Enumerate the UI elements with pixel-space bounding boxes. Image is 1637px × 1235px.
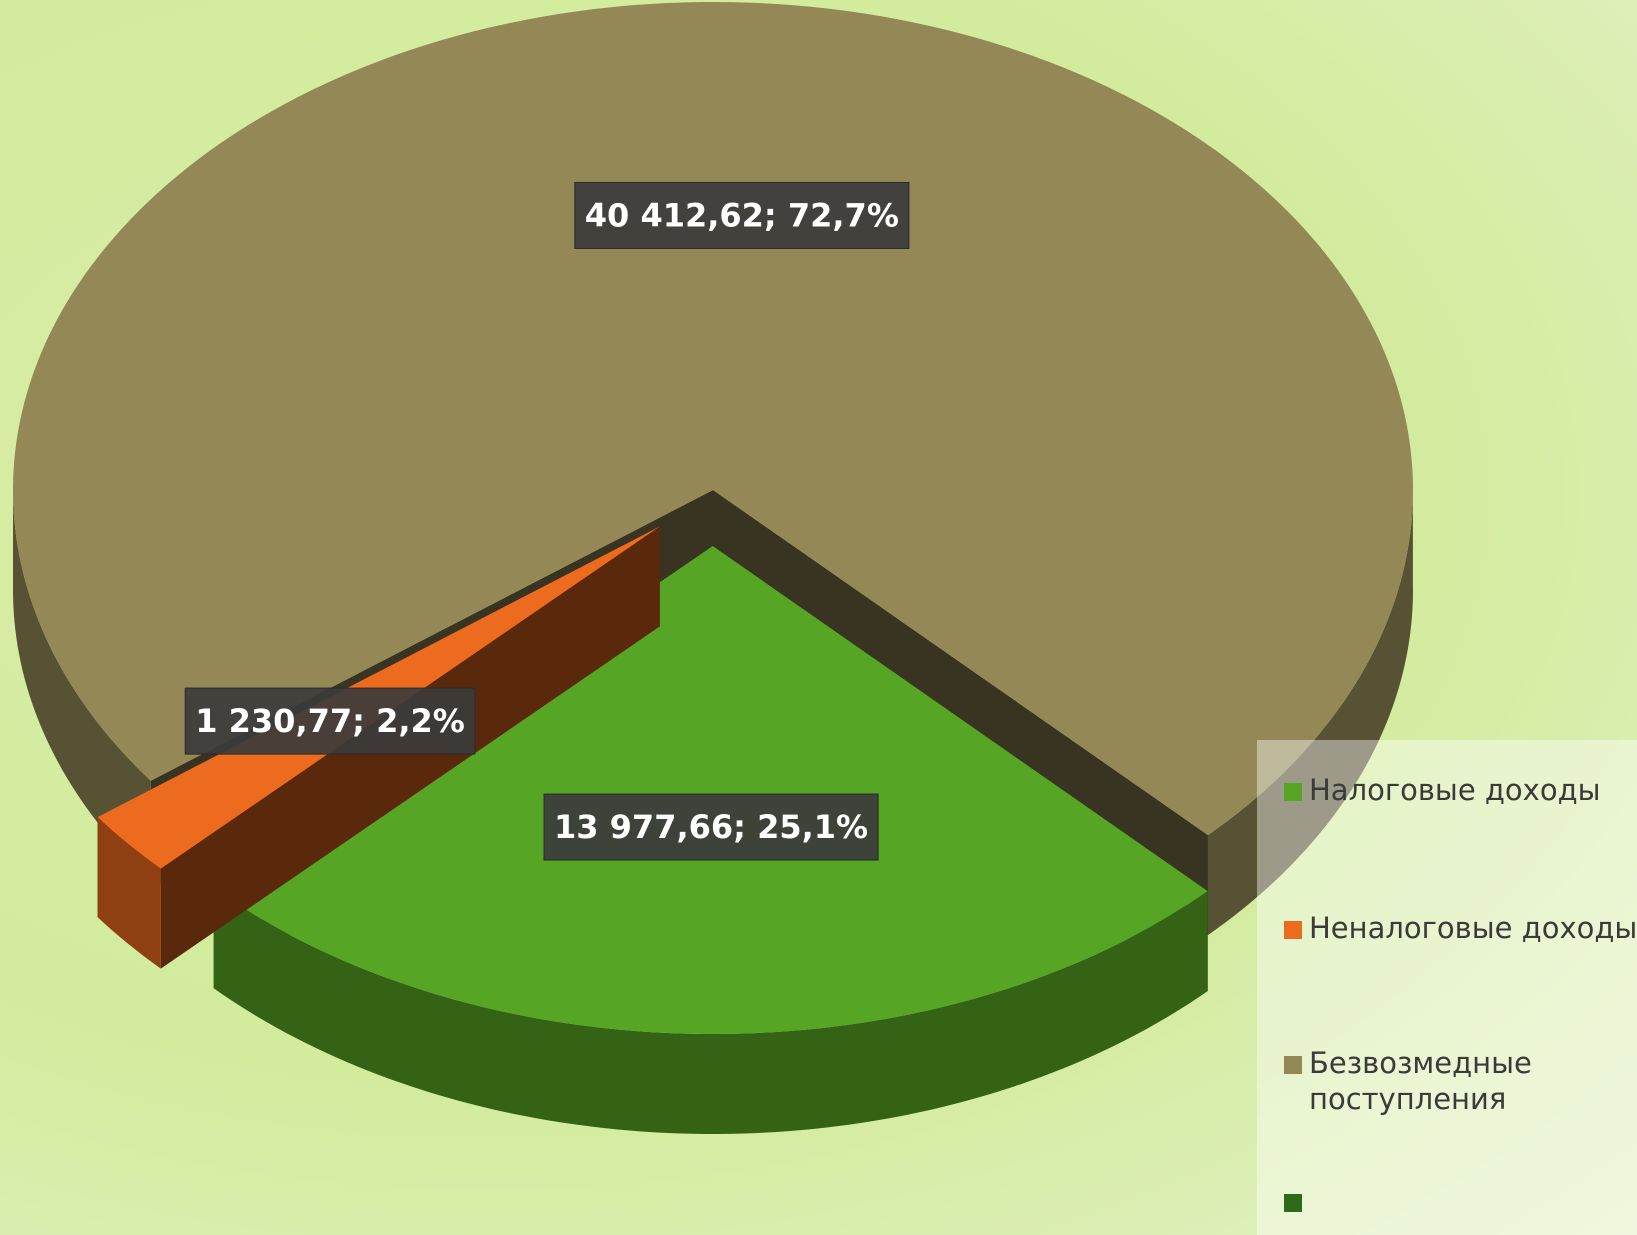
data-label-box [574,181,910,249]
legend-label-line: Безвозмедные [1309,1046,1532,1080]
legend-marker [1284,921,1302,939]
legend-label-line: поступления [1309,1082,1506,1116]
data-label: 13 977,66; 25,1% [554,808,868,846]
slice-top [13,2,1413,836]
data-labels: 13 977,66; 25,1% 1 230,77; 2,2% 40 412,62;… [184,181,910,861]
data-label-box [184,687,476,755]
slice-side [97,817,161,969]
legend-label: Неналоговые доходы [1309,911,1637,945]
data-label-box [543,793,879,861]
legend: Налоговые доходы Неналоговые доходы Безвоз… [1284,773,1637,1212]
legend-box [1257,740,1637,1235]
legend-marker [1284,1194,1302,1212]
data-label: 1 230,77; 2,2% [195,702,465,740]
slice-side [13,486,151,881]
pie [13,2,1413,1134]
data-label: 40 412,62; 72,7% [585,196,899,234]
slice-top [213,545,1208,1034]
legend-marker [1284,783,1302,801]
slice-side [1207,482,1413,936]
legend-label: Налоговые доходы [1309,773,1601,807]
legend-label: Безвозмедные поступления [1309,1046,1532,1116]
legend-marker [1284,1056,1302,1074]
slice-side [213,888,1208,1134]
